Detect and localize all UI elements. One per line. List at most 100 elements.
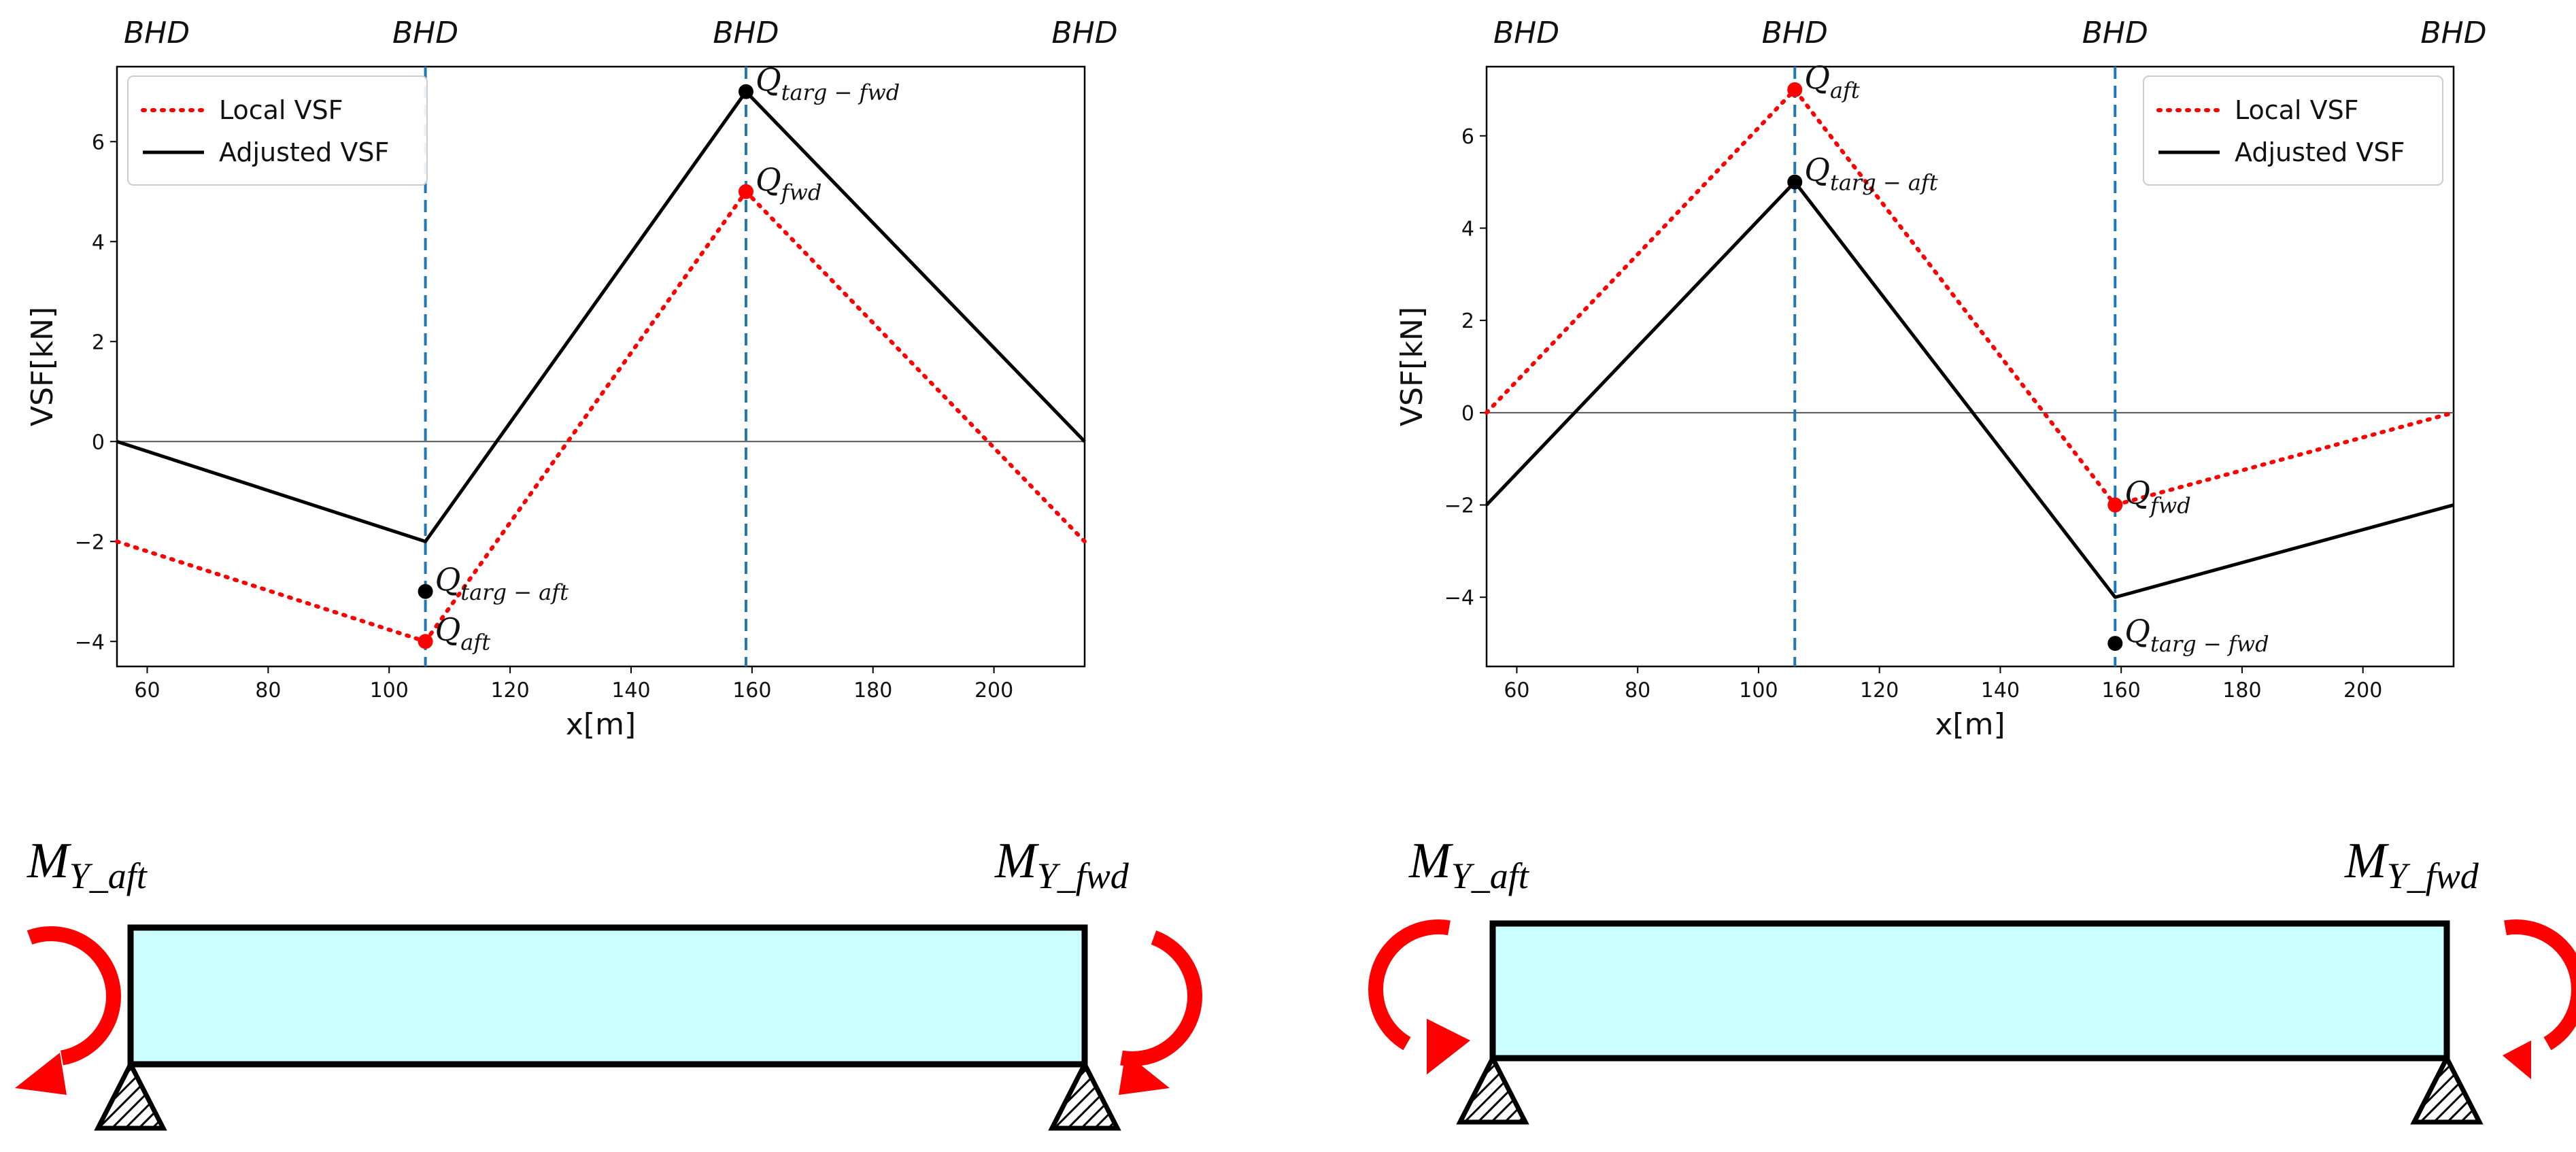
moment-label-fwd: MY_fwd [994,833,1130,896]
series-line-local-vsf [115,189,1087,644]
y-tick-label: 0 [92,430,105,454]
point-label-main: Q [1804,59,1830,96]
x-tick-label: 160 [732,679,771,702]
bulkhead-label: BHD [2082,16,2148,50]
y-tick-label: −2 [1444,494,1474,518]
y-tick-label: 4 [1461,217,1474,241]
pin-support [94,1059,167,1131]
moment-arrow-head [1119,1053,1170,1095]
moment-label-fwd: MY_fwd [2344,833,2479,896]
point-label-main: Q [2124,475,2150,511]
moment-label-main: M [27,833,72,889]
moment-arrow-head [2503,1040,2531,1079]
x-tick-label: 200 [2343,679,2382,702]
point-label-main: Q [756,61,781,98]
point-label-main: Q [1804,152,1830,188]
y-tick-label: 0 [1461,402,1474,426]
y-tick-label: 4 [92,231,105,254]
y-tick-label: 2 [1461,309,1474,333]
legend-entry: Adjusted VSF [2235,137,2405,167]
data-point-marker [2107,636,2123,651]
x-axis-label: x[m] [1935,707,2005,742]
moment-label-sub: Y_fwd [1037,855,1130,896]
point-label-sub: fwd [780,180,822,205]
vsf-chart-left: 60 80 100 120 140 160 180 200 −4 −2 0 2 4 6 x[m] VSF[kN… [25,16,1118,742]
point-label: Qfwd [756,161,821,205]
point-label-main: Q [2124,613,2150,649]
moment-label-main: M [994,833,1040,889]
moment-arrow-arc [1120,930,1202,1066]
x-tick-label: 160 [2102,679,2141,702]
data-point-marker [1787,174,1803,190]
moment-arrow-arc [27,926,121,1066]
legend-entry: Adjusted VSF [219,137,389,167]
point-label: Qtarg − fwd [756,61,900,105]
series-line-adjusted-vsf [1485,180,2454,599]
moment-label-sub: Y_aft [69,855,148,896]
point-label-main: Q [756,161,781,198]
y-tick-label: −4 [1444,586,1474,610]
x-tick-label: 140 [1981,679,2020,702]
moment-label-main: M [2344,833,2390,889]
legend-box [127,75,428,186]
moment-label-sub: Y_aft [1451,855,1530,896]
x-tick-label: 60 [1504,679,1529,702]
x-tick-label: 60 [134,679,160,702]
x-tick-label: 80 [255,679,281,702]
plot-frame [1485,65,2455,668]
x-tick-label: 80 [1625,679,1650,702]
point-label-main: Q [435,561,461,598]
moment-label-aft: MY_aft [27,833,148,896]
y-axis-label: VSF[kN] [1395,307,1429,426]
bulkhead-label: BHD [713,16,779,50]
series-line-local-vsf [1485,87,2456,507]
moment-arrow-arc [1368,919,1451,1051]
bulkhead-label: BHD [1493,16,1559,50]
data-point-marker [418,583,433,599]
x-tick-label: 180 [853,679,892,702]
point-label: Qtarg − aft [435,561,569,605]
legend-entry: Local VSF [2235,95,2359,125]
point-label: Qaft [435,611,491,655]
x-tick-label: 120 [490,679,529,702]
moment-arrow-head [1427,1019,1470,1074]
moment-arrow-head [15,1053,67,1095]
bulkhead-label: BHD [1051,16,1117,50]
plot-frame [116,65,1086,668]
x-tick-label: 140 [611,679,650,702]
data-point-marker [2107,497,2123,513]
x-axis-label: x[m] [566,707,636,742]
moment-label-sub: Y_fwd [2387,855,2479,896]
x-tick-label: 100 [370,679,409,702]
x-tick-label: 200 [975,679,1013,702]
x-tick-label: 120 [1860,679,1899,702]
point-label-sub: targ − aft [460,579,569,605]
bulkhead-label: BHD [1762,16,1828,50]
point-label: Qaft [1804,59,1860,103]
data-point-marker [738,84,753,99]
legend-box [2143,75,2443,186]
y-tick-label: 6 [92,131,105,154]
beam-body [127,924,1088,1068]
bulkhead-label: BHD [124,16,190,50]
beam-body [1489,920,2450,1062]
pin-support [1456,1053,1529,1125]
data-point-marker [1787,82,1803,97]
x-tick-label: 180 [2222,679,2261,702]
y-tick-label: −2 [75,530,105,554]
point-label-main: Q [435,611,461,647]
data-point-marker [738,184,753,199]
pin-support [1048,1059,1121,1131]
point-label-sub: aft [1830,78,1860,103]
beam-diagram-left: MY_aft MY_fwd [15,833,1202,1131]
point-label-sub: targ − fwd [781,80,900,105]
y-tick-label: 2 [92,331,105,354]
bulkhead-label: BHD [2420,16,2486,50]
y-axis-label: VSF[kN] [25,307,60,426]
moment-label-main: M [1408,833,1454,889]
beam-diagram-right: MY_aft MY_fwd [1368,833,2576,1125]
pin-support [2410,1053,2484,1125]
point-label: Qfwd [2124,475,2190,519]
legend-entry: Local VSF [219,95,343,125]
